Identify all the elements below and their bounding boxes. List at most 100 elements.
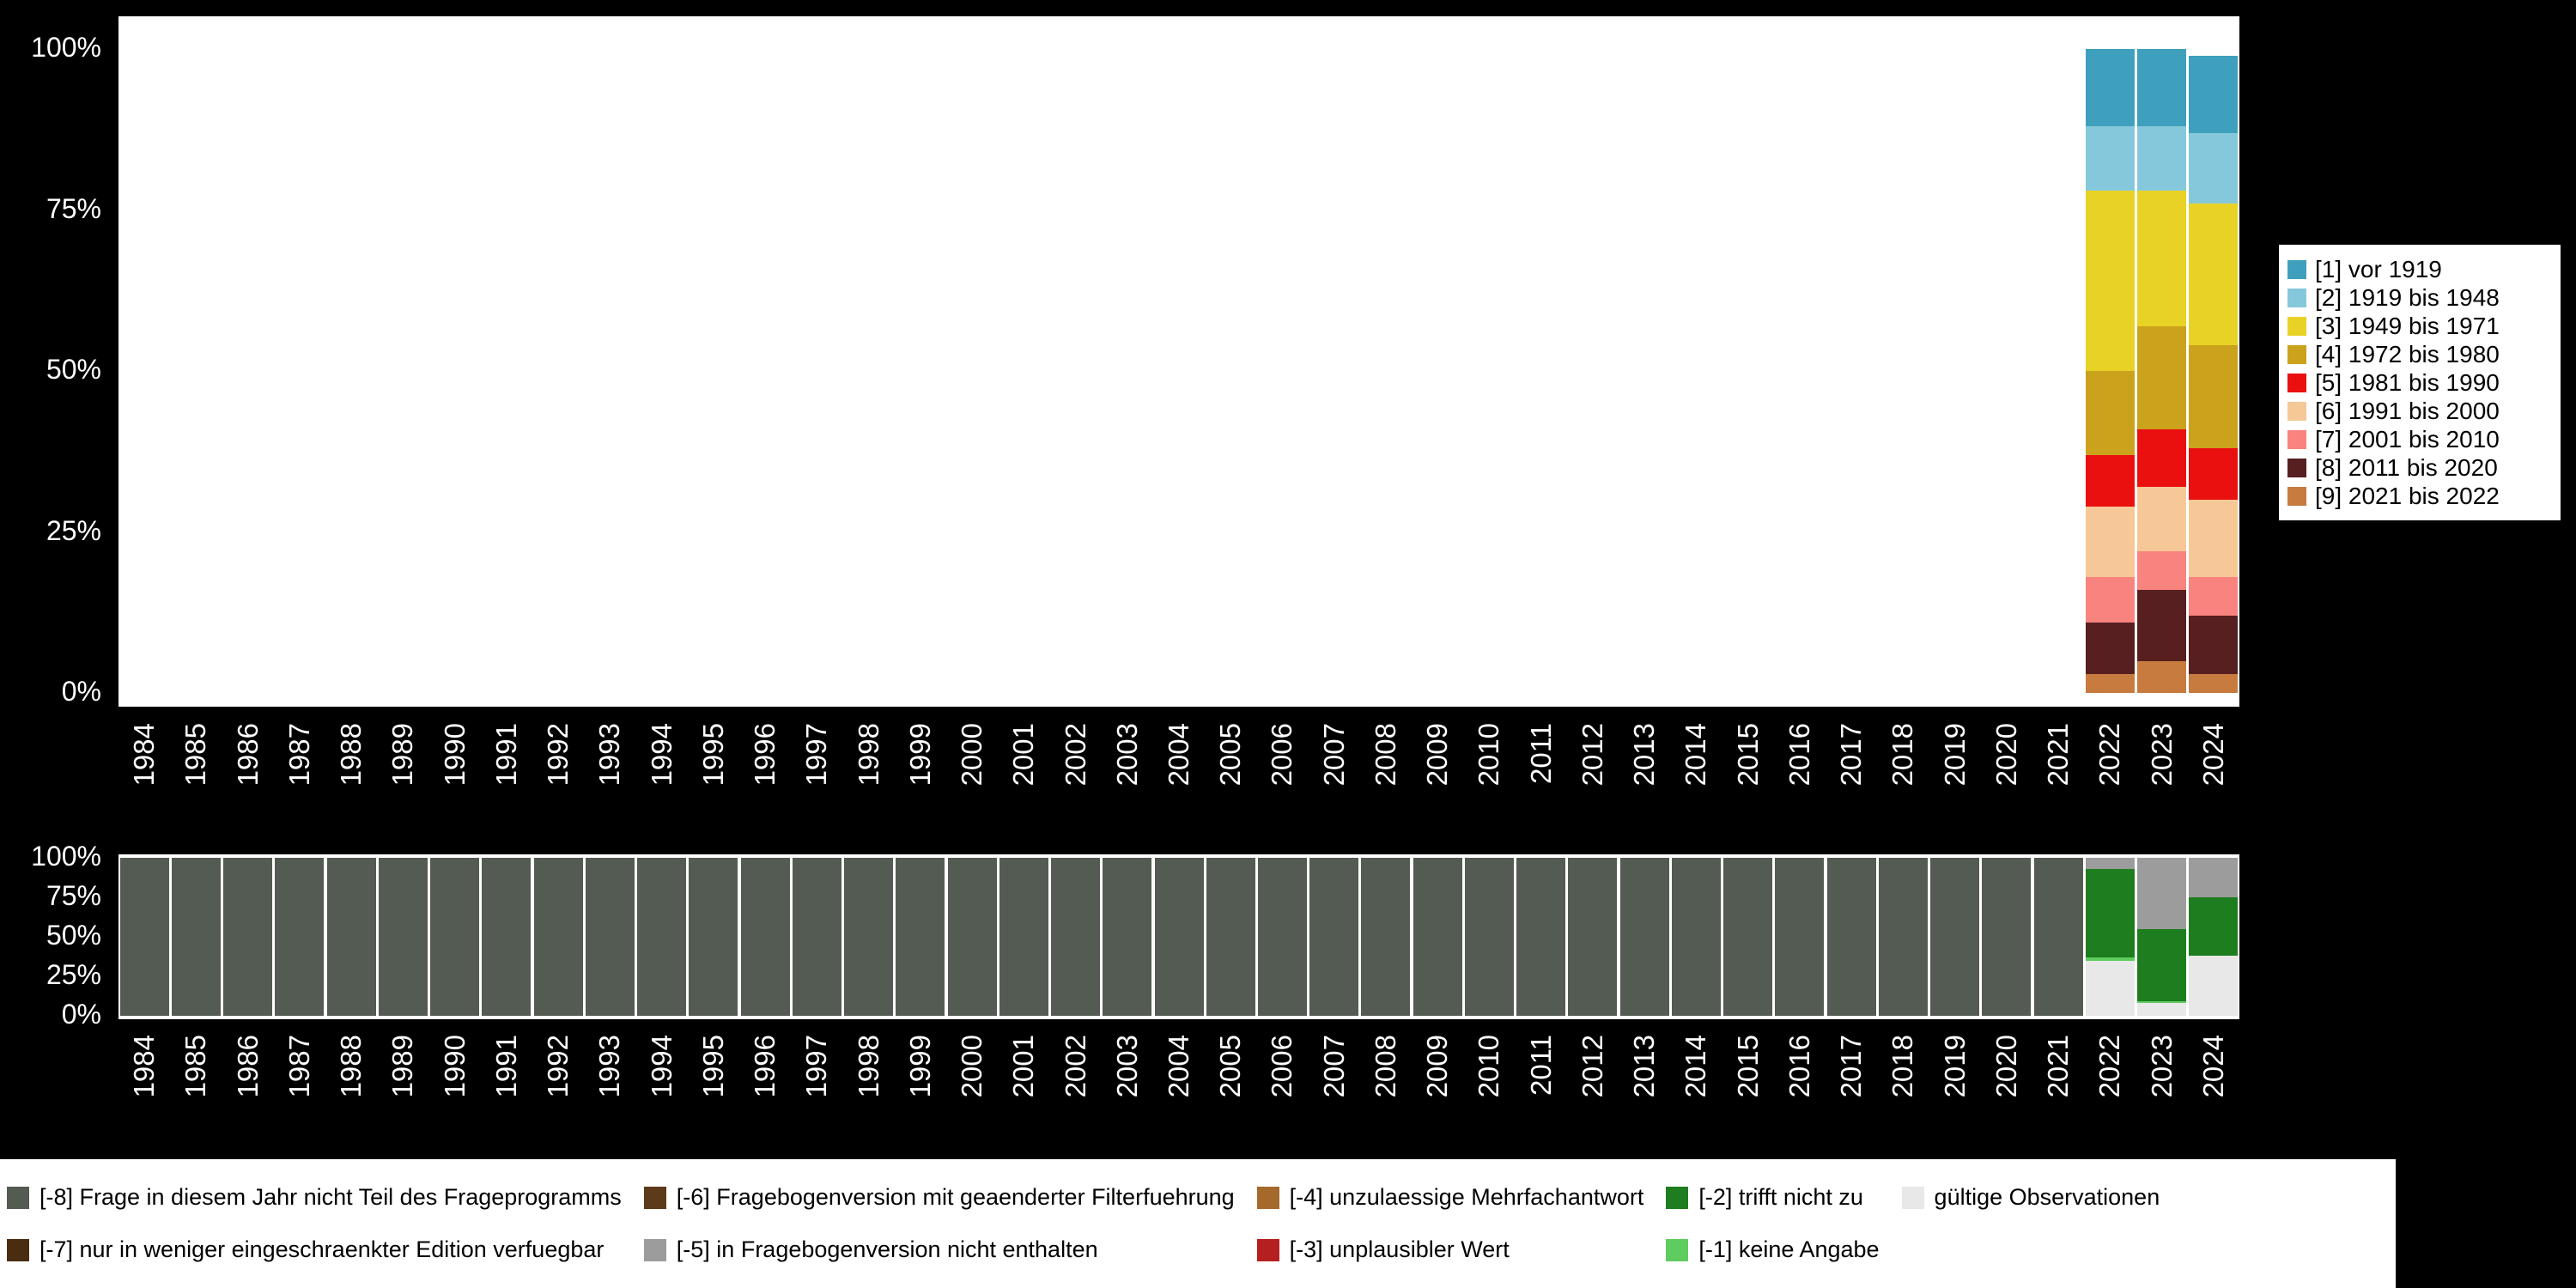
x-axis-year-label: 2017: [1835, 723, 1868, 787]
legend-label: [6] 1991 bis 2000: [2315, 398, 2500, 425]
legend-item: [9] 2021 bis 2022: [2287, 482, 2552, 510]
bar-segment-2024: [2189, 577, 2239, 616]
missing-codes-legend: [-8] Frage in diesem Jahr nicht Teil des…: [0, 1159, 2396, 1288]
legend-label: gültige Observationen: [1934, 1184, 2160, 1210]
bar-segment-2010: [1464, 858, 1514, 1016]
legend-item: [6] 1991 bis 2000: [2287, 397, 2552, 425]
bar-segment-1991: [482, 858, 532, 1016]
top-y-axis: 0% 25% 50% 75% 100%: [0, 16, 110, 707]
x-axis-year-label: 2004: [1163, 723, 1194, 787]
x-axis-year-label: 2000: [956, 1035, 988, 1098]
x-axis-year-label: 2005: [1214, 723, 1247, 787]
x-axis-year-label: 1989: [386, 723, 419, 787]
legend-item: [2] 1919 bis 1948: [2287, 283, 2552, 312]
bar-segment-2024: [2189, 345, 2239, 448]
x-axis-year-label: 2008: [1369, 1035, 1401, 1098]
bottom-x-axis: 1984 1985 1986 1987 1988 1989 1990 1991 1992 1993…: [118, 1030, 2239, 1145]
x-axis-year-label: 2008: [1369, 723, 1401, 787]
x-axis-year-label: 2018: [1886, 723, 1919, 787]
x-axis-year-label: 2002: [1059, 1035, 1091, 1098]
bar-segment-2012: [1568, 858, 1618, 1016]
bar-segment-2024: [2189, 55, 2239, 133]
x-axis-year-label: 2003: [1110, 723, 1143, 787]
x-axis-year-label: 2006: [1266, 723, 1298, 787]
x-axis-year-label: 2004: [1163, 1035, 1194, 1098]
x-axis-year-label: 1984: [128, 723, 161, 787]
missing-code-legend-item: [-7] nur in weniger eingeschraenkter Edi…: [7, 1236, 622, 1263]
x-axis-year-label: 2022: [2093, 723, 2126, 787]
legend-swatch-icon: [2287, 401, 2306, 421]
bar-segment-2000: [947, 858, 997, 1016]
bar-segment-1990: [430, 858, 480, 1016]
x-axis-year-label: 1988: [335, 723, 368, 787]
legend-label: [-5] in Fragebogenversion nicht enthalte…: [676, 1236, 1098, 1262]
bar-segment-2024: [2189, 616, 2239, 674]
legend-swatch-icon: [1666, 1238, 1689, 1261]
x-axis-year-label: 2017: [1835, 1035, 1868, 1098]
x-axis-year-label: 2011: [1524, 1035, 1557, 1096]
x-axis-year-label: 2021: [2042, 723, 2075, 787]
legend-label: [5] 1981 bis 1990: [2315, 369, 2500, 397]
missing-code-legend-item: [-8] Frage in diesem Jahr nicht Teil des…: [7, 1184, 622, 1211]
x-axis-year-label: 2022: [2093, 1035, 2126, 1098]
legend-swatch-icon: [643, 1238, 666, 1261]
missing-code-legend-item: [-4] unzulaessige Mehrfachantwort: [1256, 1184, 1643, 1211]
x-axis-year-label: 2023: [2145, 723, 2178, 787]
x-axis-year-label: 1988: [335, 1035, 368, 1098]
legend-label: [-2] trifft nicht zu: [1698, 1184, 1863, 1210]
x-axis-year-label: 2001: [1007, 723, 1040, 787]
x-axis-year-label: 1998: [852, 1035, 884, 1098]
x-axis-year-label: 1992: [542, 723, 574, 787]
x-axis-year-label: 2021: [2042, 1035, 2075, 1098]
category-legend: [1] vor 1919 [2] 1919 bis 1948 [3] 1949 bi…: [2277, 243, 2562, 523]
bar-segment-1987: [275, 858, 325, 1016]
bar-segment-2023: [2137, 487, 2187, 551]
x-axis-year-label: 2009: [1421, 1035, 1454, 1098]
bar-segment-2022: [2085, 858, 2135, 869]
x-axis-year-label: 1987: [283, 723, 315, 787]
bottom-plot-area: [118, 854, 2239, 1019]
bar-segment-2024: [2189, 858, 2239, 897]
bar-segment-2022: [2085, 673, 2135, 693]
bar-segment-2023: [2137, 191, 2187, 326]
x-axis-year-label: 1999: [903, 723, 936, 787]
legend-swatch-icon: [643, 1186, 666, 1209]
x-axis-year-label: 2014: [1680, 1035, 1712, 1098]
legend-swatch-icon: [7, 1238, 29, 1261]
x-axis-year-label: 1991: [489, 723, 522, 787]
x-axis-year-label: 1989: [386, 1035, 419, 1098]
x-axis-year-label: 2015: [1731, 723, 1764, 787]
x-axis-year-label: 2016: [1783, 1035, 1815, 1098]
bar-segment-2005: [1206, 858, 1255, 1016]
legend-swatch-icon: [2287, 259, 2306, 279]
missing-code-legend-item: [-1] keine Angabe: [1666, 1236, 1880, 1263]
bar-segment-1984: [119, 858, 169, 1016]
bar-segment-2023: [2137, 660, 2187, 693]
x-axis-year-label: 2013: [1628, 1035, 1661, 1098]
bar-segment-2013: [1619, 858, 1669, 1016]
x-axis-year-label: 2020: [1990, 1035, 2022, 1098]
bar-segment-2023: [2137, 49, 2187, 126]
y-axis-tick-label: 0%: [61, 999, 101, 1030]
x-axis-year-label: 2014: [1680, 723, 1712, 787]
x-axis-year-label: 1998: [852, 723, 884, 787]
bar-segment-2023: [2137, 1003, 2187, 1016]
bar-segment-2019: [1930, 858, 1980, 1016]
missing-code-legend-item: [-3] unplausibler Wert: [1256, 1236, 1644, 1263]
x-axis-year-label: 1999: [903, 1035, 936, 1098]
bar-segment-2022: [2085, 454, 2135, 507]
bar-segment-2022: [2085, 868, 2135, 957]
bar-segment-2020: [1982, 858, 2032, 1016]
legend-label: [8] 2011 bis 2020: [2315, 454, 2498, 482]
x-axis-year-label: 2024: [2196, 1035, 2229, 1098]
bar-segment-2022: [2085, 49, 2135, 126]
legend-item: [8] 2011 bis 2020: [2287, 453, 2552, 482]
bar-segment-1985: [171, 858, 221, 1016]
y-axis-tick-label: 75%: [46, 880, 101, 911]
bar-segment-1998: [844, 858, 894, 1016]
bar-segment-2002: [1051, 858, 1100, 1016]
x-axis-year-label: 2012: [1576, 723, 1608, 787]
legend-label: [2] 1919 bis 1948: [2315, 284, 2500, 312]
x-axis-year-label: 1984: [128, 1035, 161, 1098]
